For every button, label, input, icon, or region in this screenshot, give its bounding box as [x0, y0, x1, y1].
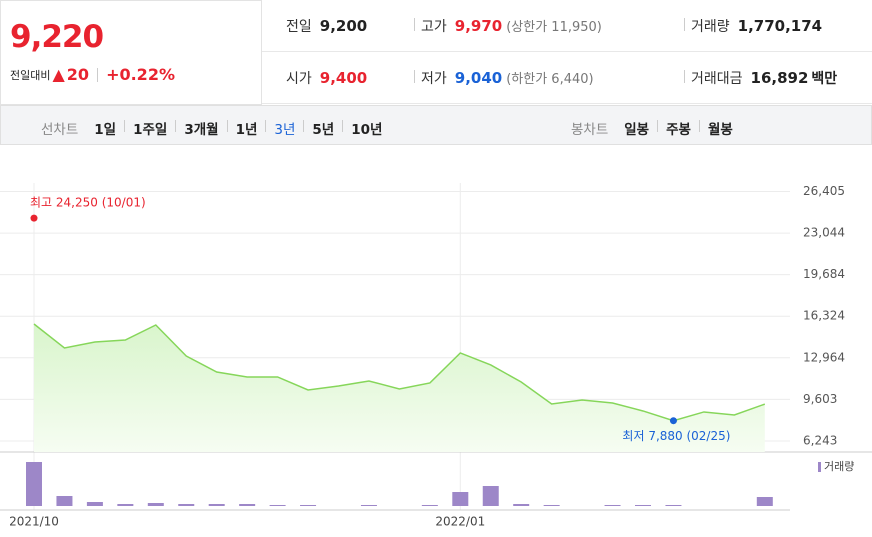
stat-cell: 거래대금 16,892 백만: [680, 52, 872, 104]
low-label: 최저 7,880 (02/25): [622, 429, 730, 443]
separator: [124, 120, 126, 132]
stat-value: 1,770,174: [737, 16, 823, 35]
volume-bar: [665, 505, 682, 506]
y-tick-label: 6,243: [803, 433, 837, 447]
legend-swatch: [818, 462, 821, 472]
stat-cell: 전일 9,200: [262, 0, 410, 52]
stat-unit: 백만: [811, 70, 838, 87]
volume-bar: [178, 504, 195, 506]
price: 9,220: [10, 19, 104, 55]
chart: 6,243 9,603 12,964 16,324 19,684 23,044 26,405…: [0, 183, 872, 529]
stat-cell: 고가 9,970 (상한가 11,950): [410, 0, 680, 52]
volume-bar: [360, 505, 377, 506]
up-arrow: ▲: [52, 65, 65, 84]
separator: [342, 120, 344, 132]
volume-bar: [635, 505, 651, 506]
stat-note: (하한가 6,440): [506, 72, 594, 87]
separator: [226, 120, 228, 132]
x-tick-label: 2022/01: [435, 515, 485, 529]
stat-label: 전일: [286, 18, 312, 35]
change-rate: +0.22%: [106, 65, 175, 84]
separator: [175, 120, 177, 132]
volume-bar: [239, 504, 256, 506]
change-label: 전일대비: [10, 68, 51, 82]
period-tab[interactable]: 3년: [274, 122, 296, 138]
stat-label: 거래대금: [684, 68, 743, 88]
legend-label: 거래량: [824, 460, 854, 473]
stat-note: (상한가 11,950): [506, 20, 602, 35]
y-tick-label: 23,044: [803, 226, 845, 240]
separator: [265, 120, 267, 132]
candle-tab[interactable]: 일봉: [624, 122, 650, 138]
y-tick-label: 12,964: [803, 350, 845, 364]
high-label: 최고 24,250 (10/01): [30, 196, 146, 210]
volume-bar: [756, 497, 773, 506]
volume-bar: [543, 505, 560, 506]
period-tab[interactable]: 1주일: [133, 122, 168, 138]
separator: [698, 120, 700, 132]
volume-bar: [482, 486, 499, 506]
stat-value: 9,040: [454, 68, 503, 87]
price-line: [33, 323, 766, 422]
tab-label: 선차트: [41, 122, 79, 138]
volume-bar: [300, 505, 317, 506]
stat-value: 16,892: [750, 68, 809, 87]
volume-bar: [86, 502, 103, 506]
change-value: 20: [66, 65, 90, 84]
separator: [657, 120, 659, 132]
stat-label: 고가: [414, 16, 447, 36]
y-tick-label: 19,684: [803, 267, 845, 281]
y-tick-label: 16,324: [803, 309, 845, 323]
volume-bar: [421, 505, 438, 506]
stat-label: 저가: [414, 68, 447, 88]
toolbar: 선차트 1일 1주일 3개월 1년 3년 5년 10년 봉차트 일봉 주봉 월봉: [0, 105, 872, 145]
separator: [303, 120, 305, 132]
volume-bar: [208, 504, 225, 506]
area: [34, 324, 765, 452]
volume-bar: [452, 492, 469, 506]
candle-tab[interactable]: 월봉: [707, 122, 733, 138]
change: 전일대비 ▲ 20 +0.22%: [10, 65, 175, 84]
volume-bar: [117, 504, 134, 506]
y-tick-label: 26,405: [803, 184, 845, 198]
stat-cell: 시가 9,400: [262, 52, 410, 104]
stat-label: 거래량: [684, 16, 730, 36]
separator: [97, 67, 99, 82]
stat-cell: 거래량 1,770,174: [680, 0, 872, 52]
stat-label: 시가: [286, 70, 312, 87]
stat-cell: 저가 9,040 (하한가 6,440): [410, 52, 680, 104]
candle-tab[interactable]: 주봉: [666, 122, 691, 138]
volume-bar: [269, 505, 286, 506]
period-tab[interactable]: 3개월: [184, 122, 219, 138]
quote-box: 9,220 전일대비 ▲ 20 +0.22%: [0, 0, 262, 105]
stat-value: 9,970: [454, 16, 503, 35]
period-tab[interactable]: 1년: [235, 122, 258, 138]
tab-label: 봉차트: [571, 122, 609, 138]
volume-bar: [513, 504, 530, 506]
period-tab[interactable]: 5년: [312, 122, 335, 138]
volume-bar: [147, 503, 164, 506]
x-tick-label: 2021/10: [9, 515, 59, 529]
period-tab[interactable]: 1일: [94, 122, 117, 138]
low-marker: [669, 417, 677, 425]
high-marker: [30, 214, 38, 222]
stat-value: 9,400: [319, 68, 368, 87]
volume-bar: [56, 496, 73, 506]
volume-bar: [604, 505, 621, 506]
volume-bar: [26, 462, 42, 506]
period-tab[interactable]: 10년: [351, 122, 383, 138]
stat-value: 9,200: [319, 16, 368, 35]
y-tick-label: 9,603: [803, 392, 837, 406]
